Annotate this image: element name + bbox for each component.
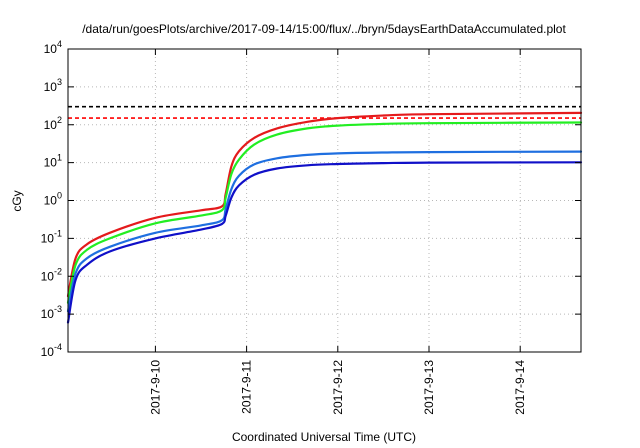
- series-line: [66, 121, 583, 304]
- x-tick-label: 2017-9-11: [240, 360, 254, 414]
- y-tick-label: 101: [44, 153, 62, 170]
- x-axis-ticks: 2017-9-10 2017-9-11 2017-9-12 2017-9-13 2017…: [148, 49, 527, 415]
- y-tick-label: 10-3: [41, 304, 62, 321]
- x-tick-label: 2017-9-12: [331, 360, 345, 415]
- x-tick-label: 2017-9-13: [422, 360, 436, 415]
- y-tick-label: 10-2: [41, 266, 62, 283]
- y-tick-label: 100: [44, 191, 62, 208]
- series-line: [66, 150, 583, 313]
- data-series: [66, 111, 583, 324]
- threshold-lines: [68, 105, 581, 119]
- series-line: [66, 111, 583, 298]
- chart-title: /data/run/goesPlots/archive/2017-09-14/1…: [82, 22, 566, 36]
- y-tick-label: 10-1: [41, 228, 62, 245]
- y-tick-label: 102: [44, 115, 62, 132]
- y-tick-label: 104: [44, 39, 62, 56]
- y-tick-label: 10-4: [41, 342, 62, 359]
- y-axis-ticks: 10-4 10-3 10-2 10-1 100 101 102 103 104: [41, 39, 581, 359]
- y-axis-label: cGy: [10, 190, 24, 211]
- grid-lines: [68, 49, 581, 352]
- x-tick-label: 2017-9-10: [148, 360, 162, 415]
- series-line: [66, 161, 583, 324]
- y-tick-label: 103: [44, 77, 62, 94]
- x-axis-label: Coordinated Universal Time (UTC): [232, 430, 416, 444]
- x-tick-label: 2017-9-14: [513, 360, 527, 415]
